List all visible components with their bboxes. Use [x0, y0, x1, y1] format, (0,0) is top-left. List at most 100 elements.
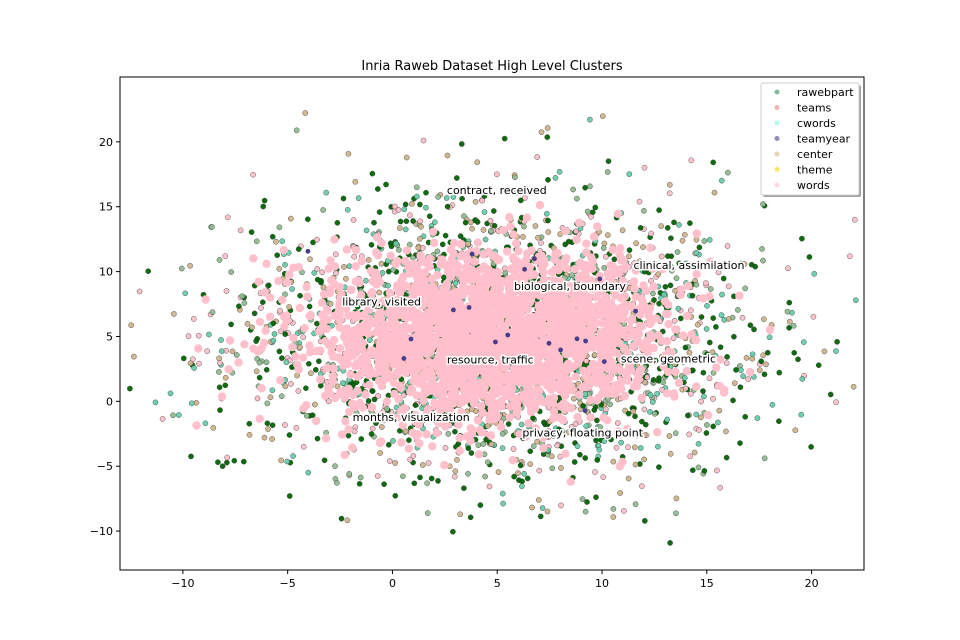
data-point	[424, 480, 430, 487]
data-point	[295, 388, 302, 394]
data-point	[510, 446, 517, 452]
data-point	[608, 436, 614, 443]
data-point	[614, 269, 623, 278]
data-point	[240, 340, 249, 349]
data-point	[625, 410, 632, 417]
data-point	[413, 286, 423, 296]
data-point	[365, 398, 372, 404]
data-point	[224, 214, 231, 221]
data-point	[344, 206, 351, 213]
data-point	[834, 338, 840, 345]
data-point	[539, 268, 548, 277]
data-point	[494, 171, 500, 178]
data-point	[704, 422, 710, 428]
data-point	[206, 331, 212, 338]
data-point	[607, 322, 617, 332]
data-point	[444, 203, 451, 210]
data-point	[210, 424, 217, 431]
data-point	[583, 338, 588, 344]
data-point	[656, 300, 662, 307]
data-point	[255, 414, 264, 423]
data-point	[466, 305, 472, 310]
data-point	[600, 474, 607, 480]
data-point	[422, 430, 431, 439]
data-point	[693, 249, 700, 256]
data-point	[417, 474, 423, 481]
data-point	[631, 260, 638, 267]
data-point	[730, 263, 737, 270]
data-point	[582, 184, 588, 191]
data-point	[811, 270, 818, 277]
data-point	[167, 390, 174, 397]
data-point	[664, 320, 673, 329]
data-point	[487, 217, 494, 224]
data-point	[486, 374, 495, 383]
data-point	[659, 386, 665, 393]
data-point	[375, 360, 384, 369]
data-point	[617, 303, 626, 312]
data-point	[650, 399, 656, 405]
data-point	[408, 428, 417, 437]
data-point	[492, 403, 501, 412]
data-point	[277, 307, 283, 314]
data-point	[710, 423, 717, 430]
data-point	[314, 266, 320, 272]
data-point	[442, 232, 449, 239]
data-point	[411, 308, 421, 317]
data-point	[680, 358, 687, 365]
data-point	[433, 270, 442, 280]
data-point	[605, 158, 612, 164]
data-point	[676, 290, 685, 300]
data-point	[703, 280, 709, 286]
data-point	[286, 432, 293, 438]
data-point	[584, 499, 590, 505]
data-point	[549, 407, 559, 416]
data-point	[703, 430, 710, 436]
data-point	[664, 416, 671, 423]
data-point	[555, 413, 564, 422]
data-point	[371, 248, 381, 257]
data-point	[317, 298, 327, 307]
data-point	[607, 401, 613, 408]
data-point	[787, 318, 793, 325]
data-point	[646, 243, 655, 252]
data-point	[302, 401, 311, 410]
data-point	[244, 320, 251, 327]
data-point	[378, 424, 385, 430]
data-point	[303, 412, 310, 419]
data-point	[493, 339, 498, 345]
data-point	[710, 395, 716, 402]
data-point	[495, 326, 504, 336]
data-point	[468, 450, 475, 456]
data-point	[673, 275, 680, 282]
data-point	[581, 431, 588, 438]
data-point	[128, 322, 134, 329]
data-point	[249, 254, 258, 263]
data-point	[610, 514, 617, 520]
data-point	[735, 291, 744, 300]
data-point	[667, 540, 673, 546]
data-point	[747, 322, 754, 329]
data-point	[758, 358, 765, 365]
data-point	[641, 406, 648, 413]
data-point	[611, 331, 620, 340]
data-point	[795, 356, 801, 363]
data-point	[239, 293, 246, 300]
data-point	[287, 215, 294, 222]
data-point	[501, 135, 508, 142]
data-point	[522, 213, 532, 222]
data-point	[334, 353, 343, 362]
data-point	[558, 323, 567, 332]
data-point	[180, 355, 187, 362]
data-point	[187, 360, 194, 367]
data-point	[703, 410, 713, 420]
data-point	[253, 368, 260, 375]
data-point	[338, 515, 345, 522]
data-point	[833, 348, 839, 354]
data-point	[261, 197, 268, 204]
data-point	[270, 320, 277, 327]
data-point	[615, 420, 621, 426]
data-point	[372, 233, 382, 242]
data-point	[400, 473, 406, 480]
